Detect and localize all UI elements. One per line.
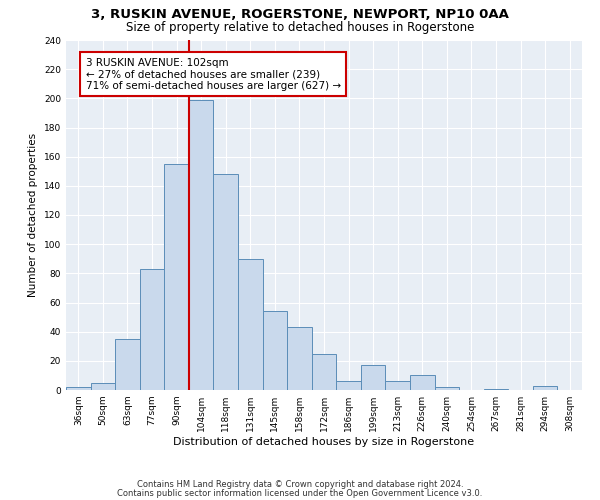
Bar xyxy=(66,387,91,390)
Text: Contains public sector information licensed under the Open Government Licence v3: Contains public sector information licen… xyxy=(118,488,482,498)
Bar xyxy=(484,388,508,390)
Bar xyxy=(410,376,434,390)
Bar xyxy=(189,100,214,390)
Bar xyxy=(238,259,263,390)
Bar xyxy=(91,382,115,390)
Text: 3 RUSKIN AVENUE: 102sqm
← 27% of detached houses are smaller (239)
71% of semi-d: 3 RUSKIN AVENUE: 102sqm ← 27% of detache… xyxy=(86,58,341,90)
Bar xyxy=(533,386,557,390)
Bar xyxy=(140,269,164,390)
Bar xyxy=(287,328,312,390)
Bar xyxy=(263,311,287,390)
Bar xyxy=(361,365,385,390)
Bar xyxy=(312,354,336,390)
Text: Size of property relative to detached houses in Rogerstone: Size of property relative to detached ho… xyxy=(126,21,474,34)
Bar xyxy=(434,387,459,390)
Text: Contains HM Land Registry data © Crown copyright and database right 2024.: Contains HM Land Registry data © Crown c… xyxy=(137,480,463,489)
Bar xyxy=(214,174,238,390)
X-axis label: Distribution of detached houses by size in Rogerstone: Distribution of detached houses by size … xyxy=(173,437,475,447)
Bar xyxy=(115,339,140,390)
Y-axis label: Number of detached properties: Number of detached properties xyxy=(28,133,38,297)
Bar xyxy=(336,381,361,390)
Text: 3, RUSKIN AVENUE, ROGERSTONE, NEWPORT, NP10 0AA: 3, RUSKIN AVENUE, ROGERSTONE, NEWPORT, N… xyxy=(91,8,509,20)
Bar xyxy=(385,381,410,390)
Bar xyxy=(164,164,189,390)
